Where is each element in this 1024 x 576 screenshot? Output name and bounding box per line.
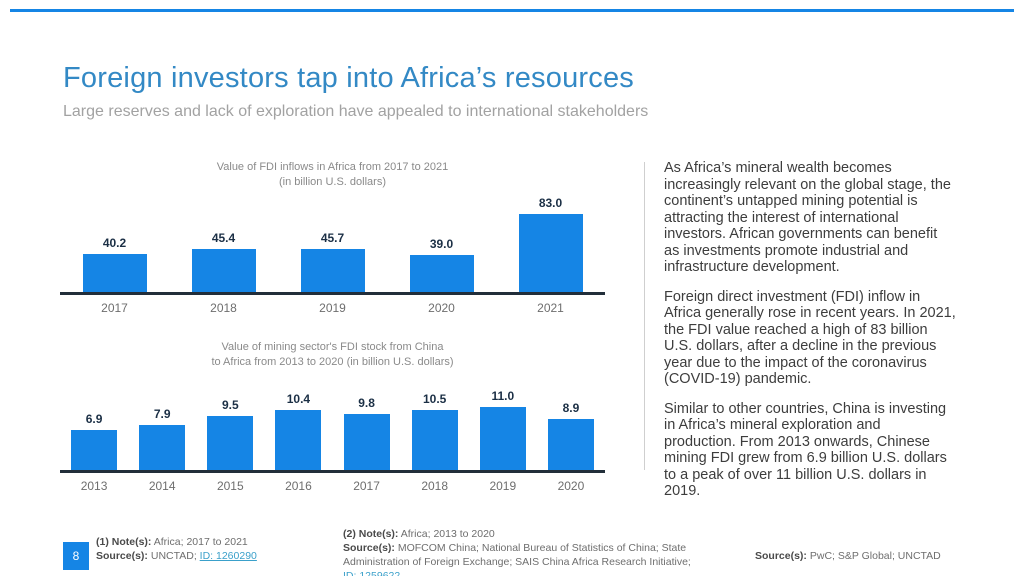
source-label: Source(s):	[343, 542, 395, 554]
plot-area: 6.9 7.9 9.5 10.4 9.8 10.5 11.0 8.9	[60, 370, 605, 473]
bar-value-label: 39.0	[429, 237, 454, 251]
bar-value-label: 7.9	[153, 407, 171, 421]
category-label: 2013	[80, 479, 108, 493]
bar	[71, 430, 118, 470]
x-axis-labels: 2013 2014 2015 2016 2017 2018 2019 2020	[60, 473, 605, 493]
commentary-paragraph-2: Foreign direct investment (FDI) inflow i…	[664, 288, 956, 388]
category-label: 2021	[537, 301, 564, 315]
footnote-chart-2: (2) Note(s): Africa; 2013 to 2020 Source…	[343, 527, 703, 576]
bar-column: 45.4	[169, 231, 278, 292]
chart-title: Value of FDI inflows in Africa from 2017…	[60, 160, 605, 190]
footnote-source-line: Source(s): MOFCOM China; National Bureau…	[343, 541, 703, 576]
footnote-chart-1: (1) Note(s): Africa; 2017 to 2021 Source…	[96, 535, 346, 563]
bar-value-label: 8.9	[562, 401, 580, 415]
bar-column: 9.5	[196, 398, 264, 470]
chart-title-line2: (in billion U.S. dollars)	[279, 176, 386, 188]
footnote-note-line: (1) Note(s): Africa; 2017 to 2021	[96, 535, 346, 549]
note-label: (1) Note(s):	[96, 536, 152, 548]
bar-column: 8.9	[537, 401, 605, 470]
bar	[411, 410, 458, 470]
note-text: Africa; 2017 to 2021	[153, 536, 248, 548]
note-text: Africa; 2013 to 2020	[400, 528, 495, 540]
bar-column: 6.9	[60, 412, 128, 470]
category-label: 2019	[319, 301, 346, 315]
bar	[343, 414, 390, 470]
category-label: 2020	[428, 301, 455, 315]
bar	[139, 425, 186, 470]
source-text: UNCTAD;	[150, 550, 200, 562]
bar-column: 11.0	[469, 389, 537, 470]
bar	[275, 410, 322, 470]
commentary-text: As Africa’s mineral wealth becomes incre…	[664, 160, 956, 513]
bar-column: 9.8	[333, 396, 401, 470]
category-label: 2015	[216, 479, 244, 493]
bar	[518, 214, 583, 292]
bar	[409, 255, 474, 292]
bar	[300, 249, 365, 292]
bar-value-label: 40.2	[102, 236, 127, 250]
bar	[207, 416, 254, 470]
vertical-divider	[644, 162, 645, 470]
statista-id-link-2[interactable]: ID: 1259622	[343, 570, 401, 576]
source-label: Source(s):	[96, 550, 148, 562]
bar-value-label: 10.4	[286, 392, 311, 406]
bar	[479, 407, 526, 470]
bar-column: 10.4	[264, 392, 332, 470]
bar-column: 7.9	[128, 407, 196, 470]
bar-value-label: 45.4	[211, 231, 236, 245]
bar-value-label: 10.5	[423, 392, 447, 406]
footnote-note-line: (2) Note(s): Africa; 2013 to 2020	[343, 527, 703, 541]
category-label: 2017	[353, 479, 380, 493]
chart-title-line2: to Africa from 2013 to 2020 (in billion …	[211, 356, 454, 368]
chart-title: Value of mining sector's FDI stock from …	[60, 340, 605, 370]
bar-value-label: 6.9	[85, 412, 103, 426]
page-title: Foreign investors tap into Africa’s reso…	[63, 62, 635, 94]
chart-mining-fdi-china: Value of mining sector's FDI stock from …	[60, 340, 605, 493]
footnote-commentary: Source(s): PwC; S&P Global; UNCTAD	[755, 549, 1015, 563]
bar-value-label: 83.0	[538, 196, 563, 210]
bar-value-label: 9.8	[358, 396, 375, 410]
bar-value-label: 11.0	[491, 389, 515, 403]
category-label: 2016	[285, 479, 312, 493]
statista-id-link-1[interactable]: ID: 1260290	[199, 550, 257, 562]
page-subtitle: Large reserves and lack of exploration h…	[63, 103, 649, 120]
source-text: PwC; S&P Global; UNCTAD	[809, 550, 941, 562]
plot-area: 40.2 45.4 45.7 39.0 83.0	[60, 190, 605, 295]
category-label: 2020	[557, 479, 585, 493]
category-label: 2019	[489, 479, 517, 493]
source-text: MOFCOM China; National Bureau of Statist…	[343, 542, 691, 568]
bar-column: 10.5	[401, 392, 469, 470]
category-label: 2017	[101, 301, 128, 315]
category-label: 2014	[148, 479, 176, 493]
bar	[82, 254, 147, 292]
bar-value-label: 9.5	[221, 398, 239, 412]
top-accent-rule	[10, 9, 1014, 12]
bar-column: 83.0	[496, 196, 605, 292]
page-number-badge: 8	[63, 542, 89, 570]
commentary-paragraph-3: Similar to other countries, China is inv…	[664, 400, 947, 500]
chart-fdi-inflows-africa: Value of FDI inflows in Africa from 2017…	[60, 160, 605, 315]
category-label: 2018	[421, 479, 449, 493]
category-label: 2018	[210, 301, 237, 315]
bar	[191, 249, 256, 292]
bar-column: 45.7	[278, 231, 387, 292]
footnote-source-line: Source(s): UNCTAD; ID: 1260290	[96, 549, 346, 563]
commentary-paragraph-1: As Africa’s mineral wealth becomes incre…	[664, 160, 951, 275]
bar-column: 40.2	[60, 236, 169, 292]
chart-title-line1: Value of mining sector's FDI stock from …	[221, 341, 444, 353]
source-label: Source(s):	[755, 550, 807, 562]
x-axis-labels: 2017 2018 2019 2020 2021	[60, 295, 605, 315]
chart-title-line1: Value of FDI inflows in Africa from 2017…	[216, 161, 449, 173]
bar-column: 39.0	[387, 237, 496, 292]
bar-value-label: 45.7	[320, 231, 345, 245]
bar	[547, 419, 594, 470]
note-label: (2) Note(s):	[343, 528, 399, 540]
